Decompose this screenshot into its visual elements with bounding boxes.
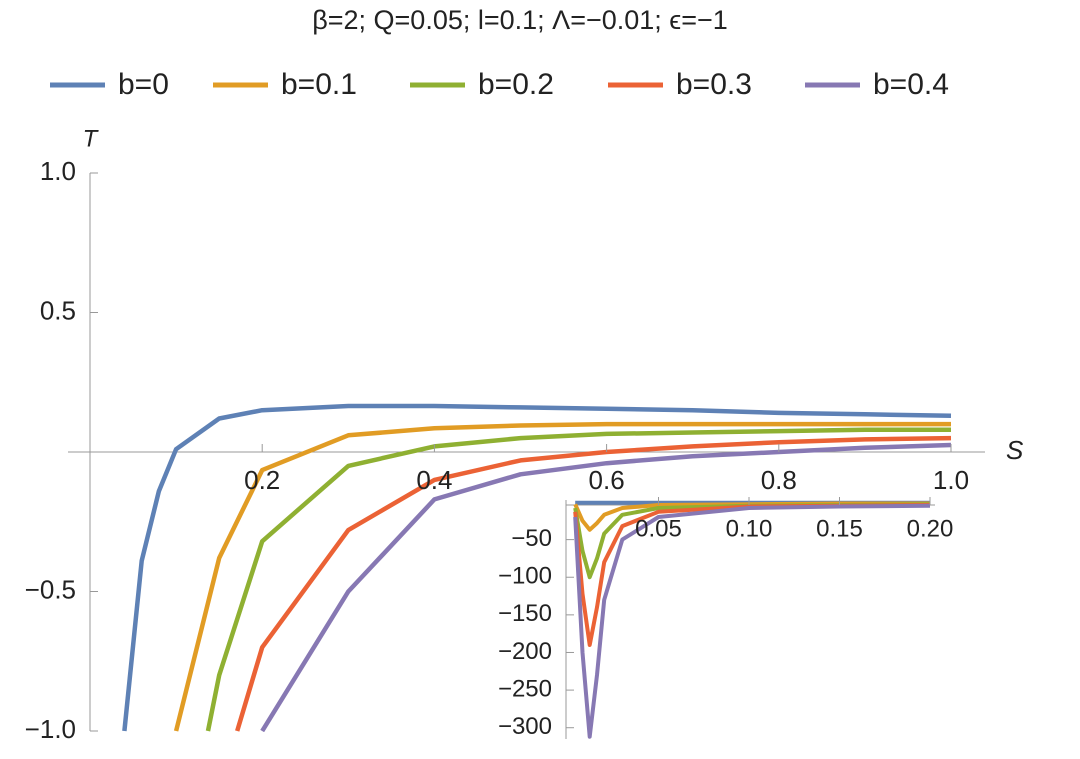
- legend-label: b=0.2: [478, 68, 554, 101]
- y-tick-label: 1.0: [40, 156, 76, 186]
- y-tick-label: −300: [498, 713, 552, 740]
- series-line: [122, 403, 952, 732]
- x-tick-label: 0.10: [726, 515, 773, 542]
- y-tick-label: −1.0: [25, 714, 76, 744]
- plot-area: [122, 403, 952, 732]
- x-tick-label: 0.8: [761, 465, 797, 495]
- y-tick-label: −50: [511, 525, 552, 552]
- y-tick-label: −200: [498, 638, 552, 665]
- legend-label: b=0.3: [676, 68, 752, 101]
- series-line: [235, 435, 952, 732]
- inset-plot-area: [573, 500, 931, 739]
- x-tick-label: 0.20: [907, 515, 954, 542]
- series-line: [173, 421, 951, 732]
- chart-title: β=2; Q=0.05; l=0.1; Λ=−0.01; ϵ=−1: [312, 5, 728, 35]
- y-tick-label: 0.5: [40, 295, 76, 325]
- series-line: [205, 427, 951, 732]
- x-tick-label: 1.0: [933, 465, 969, 495]
- y-tick-label: −150: [498, 600, 552, 627]
- legend-label: b=0: [118, 68, 169, 101]
- series-line: [260, 442, 952, 732]
- legend-label: b=0.4: [873, 68, 949, 101]
- y-axis-label: T: [83, 125, 100, 152]
- series-line: [573, 503, 931, 739]
- y-tick-label: −100: [498, 563, 552, 590]
- x-tick-label: 0.4: [416, 465, 452, 495]
- x-tick-label: 0.05: [635, 515, 682, 542]
- x-tick-label: 0.6: [589, 465, 625, 495]
- x-axis-label: S: [1006, 435, 1024, 465]
- x-tick-label: 0.2: [244, 465, 280, 495]
- x-tick-label: 0.15: [816, 515, 863, 542]
- y-tick-label: −250: [498, 675, 552, 702]
- y-tick-label: −0.5: [25, 574, 76, 604]
- legend-label: b=0.1: [281, 68, 357, 101]
